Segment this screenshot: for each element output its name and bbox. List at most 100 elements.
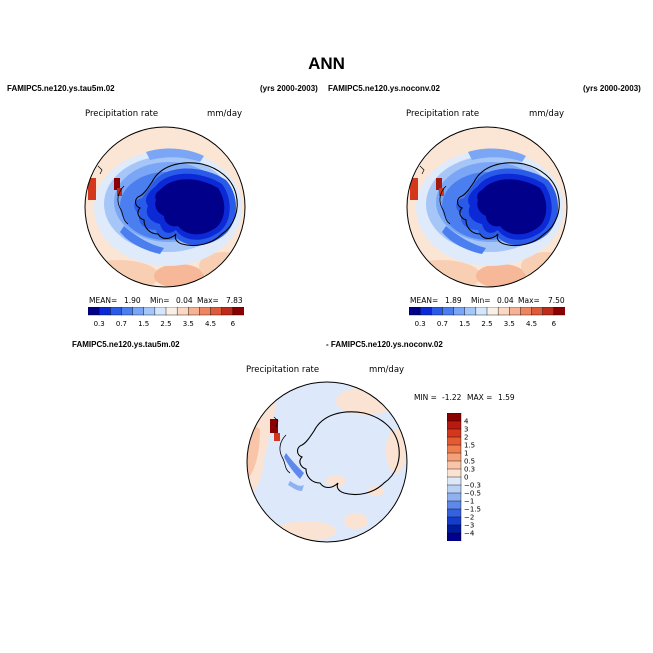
diff-colorbar-swatch bbox=[446, 524, 462, 534]
panel1-variable-label: Precipitation rate bbox=[85, 109, 159, 119]
panel1-colorbar-swatch bbox=[188, 306, 200, 316]
panel2-colorbar-swatch bbox=[542, 306, 555, 316]
panel1-colorbar-swatch bbox=[176, 306, 189, 316]
diff-colorbar-tick-label: 1.5 bbox=[464, 442, 475, 450]
panel1-colorbar-swatch bbox=[110, 306, 122, 316]
panel1-colorbar-swatch bbox=[232, 306, 245, 316]
panel2-colorbar-swatch bbox=[509, 306, 521, 316]
diff-max-value: 1.59 bbox=[498, 393, 515, 402]
page-title: ANN bbox=[308, 54, 345, 73]
panel1-colorbar-tick-label: 0.3 bbox=[94, 320, 105, 328]
diff-colorbar-tick-label: −3 bbox=[464, 522, 474, 530]
panel1-colorbar-tick-label: 2.5 bbox=[160, 320, 171, 328]
panel2-colorbar-swatch bbox=[464, 306, 477, 316]
diff-colorbar-tick-label: 0.5 bbox=[464, 458, 475, 466]
panel2-colorbar-swatch bbox=[419, 306, 432, 316]
diff-colorbar-swatch bbox=[446, 444, 462, 454]
diff-colorbar-swatch bbox=[446, 436, 462, 446]
panel1-colorbar-swatch bbox=[132, 306, 145, 316]
panel2-colorbar: 0.30.71.52.53.54.568 bbox=[408, 306, 578, 331]
panel2-colorbar-swatch bbox=[408, 306, 421, 316]
panel2-min-label: Min= bbox=[471, 296, 491, 305]
antarctic-coastline bbox=[456, 162, 560, 247]
panel1-colorbar-swatch bbox=[221, 306, 234, 316]
panel1-max-value: 7.83 bbox=[226, 296, 243, 305]
panel2-min-value: 0.04 bbox=[497, 296, 514, 305]
diff-colorbar-swatch bbox=[446, 420, 462, 430]
panel2-colorbar-tick-label: 2.5 bbox=[481, 320, 492, 328]
panel1-colorbar-swatch bbox=[210, 306, 223, 316]
diff-colorbar-tick-label: −0.5 bbox=[464, 490, 481, 498]
diff-colorbar-tick-label: −4 bbox=[464, 530, 475, 538]
panel2-colorbar-swatch bbox=[475, 306, 488, 316]
panel1-colorbar-swatch bbox=[98, 306, 111, 316]
diff-colorbar-swatch bbox=[446, 532, 462, 542]
map-boundary bbox=[246, 381, 408, 543]
panel2-colorbar-tick-label: 0.7 bbox=[437, 320, 448, 328]
diff-colorbar-swatch bbox=[446, 500, 462, 510]
panel2-colorbar-swatch bbox=[553, 306, 566, 316]
panel1-colorbar-swatch bbox=[87, 306, 100, 316]
panel2-years: (yrs 2000-2003) bbox=[583, 84, 641, 93]
diff-colorbar: 4 3 2 1.5 1 0.5 0.3 0 −0.3 −0.5 −1 −1.5 −2 −3 −4 bbox=[446, 412, 487, 542]
diff-colorbar-tick-label: 1 bbox=[464, 450, 468, 458]
antarctica-low-precip bbox=[477, 179, 547, 235]
diff-colorbar-tick-label: 0 bbox=[464, 474, 468, 482]
panel1-colorbar-tick-label: 3.5 bbox=[183, 320, 194, 328]
panel2-colorbar-tick-label: 0.3 bbox=[415, 320, 426, 328]
diff-colorbar-tick-label: 4 bbox=[464, 418, 469, 426]
diff-units: mm/day bbox=[369, 365, 405, 375]
panel2-colorbar-tick-label: 1.5 bbox=[459, 320, 470, 328]
panel2-colorbar-tick-label: 4.5 bbox=[526, 320, 537, 328]
panel1-polar-map bbox=[84, 126, 246, 288]
map-boundary bbox=[406, 126, 568, 288]
diff-colorbar-swatch bbox=[446, 484, 462, 494]
panel1-colorbar-swatch bbox=[154, 306, 167, 316]
panel1-colorbar-swatch bbox=[143, 306, 156, 316]
panel1-case-name: FAMIPC5.ne120.ys.tau5m.02 bbox=[7, 84, 115, 93]
diff-colorbar-tick-label: −2 bbox=[464, 514, 474, 522]
antarctic-coastline bbox=[134, 162, 238, 247]
panel1-max-label: Max= bbox=[197, 296, 219, 305]
panel2-colorbar-swatch bbox=[497, 306, 510, 316]
panel2-polar-map bbox=[406, 126, 568, 288]
panel2-colorbar-swatch bbox=[453, 306, 466, 316]
diff-colorbar-tick-label: −1.5 bbox=[464, 506, 481, 514]
diff-colorbar-swatch bbox=[446, 492, 462, 502]
diff-colorbar-swatch bbox=[446, 412, 462, 422]
diff-colorbar-tick-label: −0.3 bbox=[464, 482, 481, 490]
diff-max-label: MAX = bbox=[467, 393, 493, 402]
diff-colorbar-swatch bbox=[446, 468, 462, 478]
map-boundary bbox=[84, 126, 246, 288]
panel1-years: (yrs 2000-2003) bbox=[260, 84, 318, 93]
diff-colorbar-tick-label: 0.3 bbox=[464, 466, 475, 474]
panel1-units: mm/day bbox=[207, 109, 243, 119]
panel2-colorbar-swatch bbox=[520, 306, 533, 316]
panel2-colorbar-swatch bbox=[442, 306, 455, 316]
diff-polar-map bbox=[246, 381, 408, 543]
antarctic-coastline bbox=[296, 411, 400, 496]
diff-variable-label: Precipitation rate bbox=[246, 365, 320, 375]
panel1-colorbar-tick-label: 4.5 bbox=[205, 320, 216, 328]
panel1-colorbar: 0.30.71.52.53.54.568 bbox=[87, 306, 257, 331]
panel2-case-name: FAMIPC5.ne120.ys.noconv.02 bbox=[328, 84, 440, 93]
panel2-mean-value: 1.89 bbox=[445, 296, 462, 305]
panel1-colorbar-swatch bbox=[199, 306, 212, 316]
diff-min-value: -1.22 bbox=[442, 393, 462, 402]
diff-case-a: FAMIPC5.ne120.ys.tau5m.02 bbox=[72, 340, 180, 349]
panel2-colorbar-swatch bbox=[531, 306, 544, 316]
diff-colorbar-tick-label: 2 bbox=[464, 434, 468, 442]
panel1-colorbar-tick-label: 0.7 bbox=[116, 320, 127, 328]
panel2-max-label: Max= bbox=[518, 296, 540, 305]
diff-colorbar-swatch bbox=[446, 508, 462, 518]
panel1-mean-label: MEAN= bbox=[89, 296, 118, 305]
panel1-colorbar-swatch bbox=[121, 306, 134, 316]
panel2-colorbar-swatch bbox=[431, 306, 443, 316]
panel1-mean-value: 1.90 bbox=[124, 296, 141, 305]
panel1-colorbar-swatch bbox=[165, 306, 178, 316]
diff-colorbar-tick-label: −1 bbox=[464, 498, 474, 506]
panel2-mean-label: MEAN= bbox=[410, 296, 439, 305]
diff-colorbar-tick-label: 3 bbox=[464, 426, 468, 434]
panel2-colorbar-swatch bbox=[486, 306, 499, 316]
diff-colorbar-swatch bbox=[446, 460, 462, 470]
